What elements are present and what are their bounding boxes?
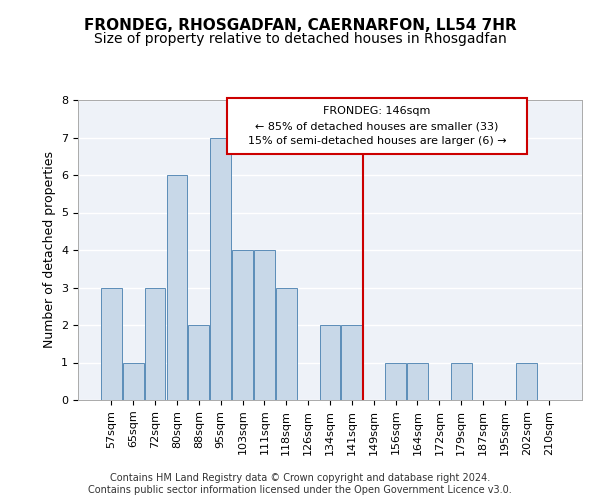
- Text: Size of property relative to detached houses in Rhosgadfan: Size of property relative to detached ho…: [94, 32, 506, 46]
- Bar: [407, 362, 428, 400]
- Bar: [210, 138, 231, 400]
- Bar: [254, 250, 275, 400]
- Text: Contains HM Land Registry data © Crown copyright and database right 2024.
Contai: Contains HM Land Registry data © Crown c…: [88, 474, 512, 495]
- Bar: [451, 362, 472, 400]
- Bar: [188, 325, 209, 400]
- Bar: [123, 362, 143, 400]
- FancyBboxPatch shape: [227, 98, 527, 154]
- Bar: [145, 288, 166, 400]
- Bar: [341, 325, 362, 400]
- Bar: [167, 175, 187, 400]
- Bar: [320, 325, 340, 400]
- Bar: [517, 362, 537, 400]
- Bar: [385, 362, 406, 400]
- Bar: [101, 288, 122, 400]
- Y-axis label: Number of detached properties: Number of detached properties: [43, 152, 56, 348]
- Text: FRONDEG: 146sqm
← 85% of detached houses are smaller (33)
15% of semi-detached h: FRONDEG: 146sqm ← 85% of detached houses…: [248, 106, 506, 146]
- Text: FRONDEG, RHOSGADFAN, CAERNARFON, LL54 7HR: FRONDEG, RHOSGADFAN, CAERNARFON, LL54 7H…: [83, 18, 517, 32]
- Bar: [276, 288, 296, 400]
- Bar: [232, 250, 253, 400]
